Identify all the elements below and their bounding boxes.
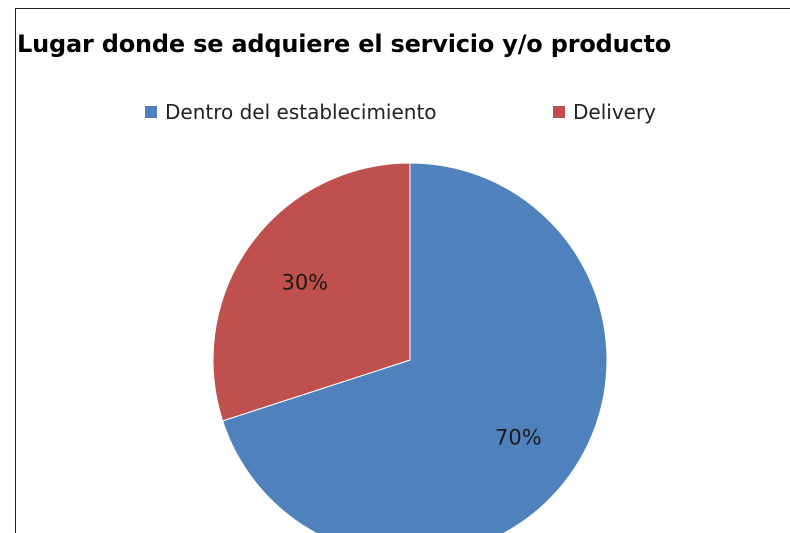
legend-item-delivery: Delivery — [553, 100, 656, 124]
pie-slices — [212, 162, 608, 533]
data-label-dentro: 70% — [495, 426, 542, 450]
legend-label-dentro: Dentro del establecimiento — [165, 100, 437, 124]
chart-title: Lugar donde se adquiere el servicio y/o … — [17, 30, 672, 58]
pie-data-labels: 70% 30% — [281, 271, 541, 450]
legend-swatch-dentro — [145, 106, 157, 118]
pie-slice-delivery — [212, 162, 411, 422]
legend-swatch-delivery — [553, 106, 565, 118]
legend-item-dentro: Dentro del establecimiento — [145, 100, 437, 124]
data-label-delivery: 30% — [281, 271, 328, 295]
legend-label-delivery: Delivery — [573, 100, 657, 124]
pie-slice-dentro — [222, 162, 608, 533]
